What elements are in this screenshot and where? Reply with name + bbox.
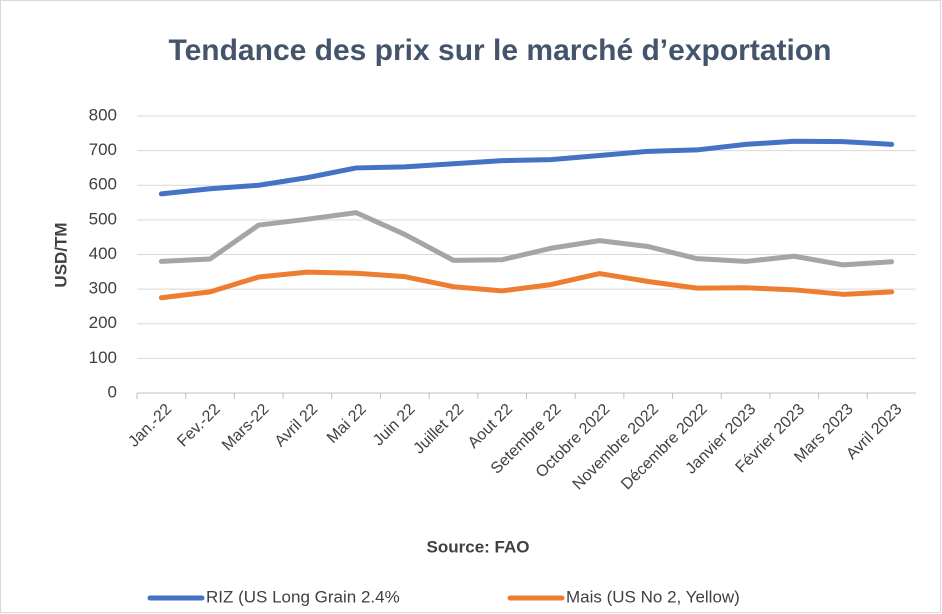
chart-title: Tendance des prix sur le marché d’export… [169, 34, 832, 67]
y-tick-label: 800 [89, 105, 117, 124]
y-tick-label: 300 [89, 279, 117, 298]
y-tick-label: 700 [89, 140, 117, 159]
y-tick-label: 100 [89, 348, 117, 367]
line-series [158, 138, 895, 197]
line-series [158, 210, 895, 268]
y-tick-label: 200 [89, 313, 117, 332]
y-tick-label: 400 [89, 244, 117, 263]
legend-label: RIZ (US Long Grain 2.4% [206, 587, 400, 606]
y-axis-label: USD/TM [51, 222, 70, 287]
legend-label: Mais (US No 2, Yellow) [566, 587, 740, 606]
y-tick-label: 500 [89, 209, 117, 228]
y-tick-label: 0 [108, 382, 117, 401]
y-tick-label: 600 [89, 175, 117, 194]
line-series [158, 269, 895, 301]
x-axis-label: Source: FAO [427, 537, 530, 556]
